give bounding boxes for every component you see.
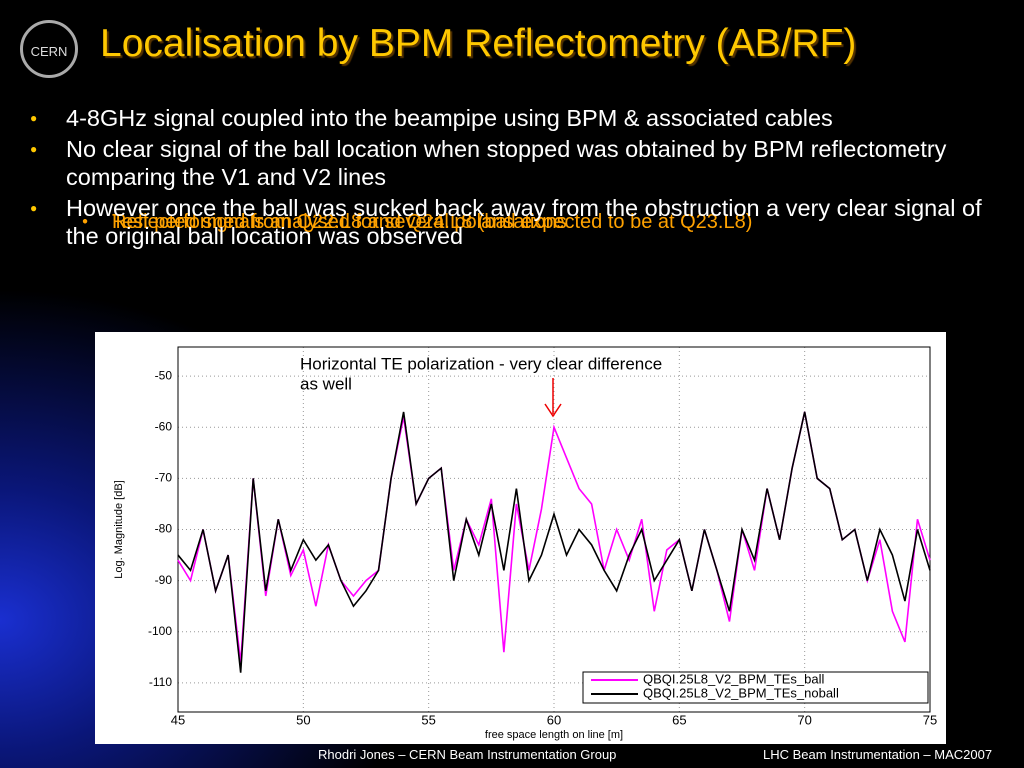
series-line xyxy=(177,411,931,673)
y-tick-label: -90 xyxy=(155,573,173,587)
bullet: No clear signal of the ball location whe… xyxy=(30,135,1000,191)
y-tick-label: -110 xyxy=(149,675,172,689)
x-tick-label: 70 xyxy=(797,712,811,727)
plot-frame xyxy=(177,346,931,713)
chart: -110 -100 -90 -80 -70 -60 -50 45 50 55 60 65 70 75 fre… xyxy=(95,332,946,744)
x-tick-label: 45 xyxy=(171,712,185,727)
slide-title: Localisation by BPM Reflectometry (AB/RF… xyxy=(100,22,857,65)
y-tick-label: -70 xyxy=(155,471,173,485)
bullet: However once the ball was sucked back aw… xyxy=(30,194,1000,250)
x-tick-label: 60 xyxy=(547,712,561,727)
x-tick-label: 65 xyxy=(672,712,686,727)
footer-left: Rhodri Jones – CERN Beam Instrumentation… xyxy=(318,747,617,762)
x-tick-label: 55 xyxy=(421,712,435,727)
y-axis-label: Log. Magnitude [dB] xyxy=(113,480,125,578)
y-tick-label: -60 xyxy=(155,419,173,433)
annotation: as well xyxy=(300,374,352,393)
y-tick-label: -50 xyxy=(155,368,173,382)
annotation: Horizontal TE polarization - very clear … xyxy=(300,354,662,373)
x-axis-label: free space length on line [m] xyxy=(485,729,623,741)
arrow-head xyxy=(544,403,562,418)
legend-label: QBQI.25L8_V2_BPM_TEs_ball xyxy=(643,671,824,686)
bullet-list: 4-8GHz signal coupled into the beampipe … xyxy=(30,104,1000,253)
logo: CERN xyxy=(20,20,78,78)
series-line xyxy=(177,411,931,663)
x-tick-label: 75 xyxy=(923,712,937,727)
y-tick-label: -80 xyxy=(155,522,173,536)
y-tick-label: -100 xyxy=(148,624,172,638)
x-tick-label: 50 xyxy=(296,712,310,727)
legend-box xyxy=(582,671,929,704)
footer-right: LHC Beam Instrumentation – MAC2007 xyxy=(763,747,993,762)
legend-label: QBQI.25L8_V2_BPM_TEs_noball xyxy=(643,685,839,700)
bullet: 4-8GHz signal coupled into the beampipe … xyxy=(30,104,1000,132)
